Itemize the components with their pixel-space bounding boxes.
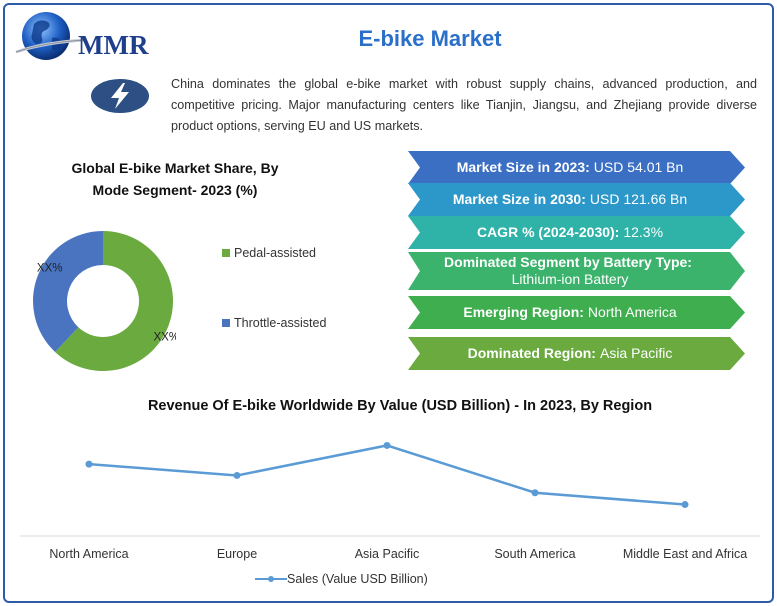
data-point-south-america xyxy=(531,489,539,497)
banner-label: CAGR % (2024-2030): xyxy=(476,224,620,240)
line-chart-title: Revenue Of E-bike Worldwide By Value (US… xyxy=(147,398,653,414)
banner-value: North America xyxy=(587,304,677,320)
donut-chart: XX% XX% xyxy=(33,231,176,371)
intro-paragraph: China dominates the global e-bike market… xyxy=(171,77,757,133)
legend-label: Pedal-assisted xyxy=(234,246,316,260)
data-point-middle-east-and-africa xyxy=(681,501,689,509)
donut-data-label: XX% xyxy=(153,332,176,344)
legend-swatch xyxy=(222,319,230,327)
data-point-north-america xyxy=(85,460,93,468)
banner-label: Emerging Region: xyxy=(463,304,584,320)
banner-market-size-2030: Market Size in 2030: USD 121.66 Bn xyxy=(408,183,745,216)
donut-data-label: XX% xyxy=(37,262,63,274)
donut-slice-pedal-assisted xyxy=(55,231,173,371)
legend-line-marker xyxy=(255,576,287,582)
x-tick-label: North America xyxy=(49,547,128,561)
banner-label: Market Size in 2030: xyxy=(452,191,586,207)
banner-label: Dominated Segment by Battery Type: xyxy=(444,254,692,270)
legend-label: Throttle-assisted xyxy=(234,316,327,330)
banner-value: 12.3% xyxy=(623,224,664,240)
data-point-europe xyxy=(233,471,241,479)
donut-title-line2: Mode Segment- 2023 (%) xyxy=(92,182,258,198)
line-chart: North America Europe Asia Pacific South Ame… xyxy=(20,441,760,561)
logo-text: MMR xyxy=(78,30,149,60)
x-tick-label: Europe xyxy=(217,547,257,561)
line-chart-legend: Sales (Value USD Billion) xyxy=(255,572,428,586)
banner-value: USD 121.66 Bn xyxy=(589,191,688,207)
lightning-bolt-icon xyxy=(90,78,150,114)
mmr-logo: MMR xyxy=(12,8,162,68)
x-tick-label: Asia Pacific xyxy=(355,547,420,561)
legend-series-label: Sales (Value USD Billion) xyxy=(287,572,428,586)
banner-label: Dominated Region: xyxy=(467,345,596,361)
donut-slice-throttle-assisted xyxy=(33,231,103,353)
series-line-sales xyxy=(88,444,686,506)
banner-cagr: CAGR % (2024-2030): 12.3% xyxy=(408,216,745,249)
legend-item-pedal-assisted: Pedal-assisted xyxy=(222,246,316,260)
banner-value: Asia Pacific xyxy=(599,345,673,361)
legend-swatch xyxy=(222,249,230,257)
banner-market-size-2023: Market Size in 2023: USD 54.01 Bn xyxy=(408,151,745,184)
data-point-asia-pacific xyxy=(383,441,391,449)
banner-emerging-region: Emerging Region: North America xyxy=(408,296,745,329)
globe-icon xyxy=(15,12,87,60)
page-title: E-bike Market xyxy=(358,26,502,51)
banner-value: Lithium-ion Battery xyxy=(511,271,629,287)
banner-label: Market Size in 2023: xyxy=(456,159,590,175)
legend-item-throttle-assisted: Throttle-assisted xyxy=(222,316,326,330)
donut-chart-title: Global E-bike Market Share, By Mode Segm… xyxy=(40,157,310,201)
banner-dominated-segment: Dominated Segment by Battery Type: Lithiu… xyxy=(408,252,745,290)
banner-value: USD 54.01 Bn xyxy=(593,159,684,175)
banner-dominated-region: Dominated Region: Asia Pacific xyxy=(408,337,745,370)
donut-title-line1: Global E-bike Market Share, By xyxy=(71,160,279,176)
x-tick-label: South America xyxy=(494,547,575,561)
x-tick-label: Middle East and Africa xyxy=(623,547,747,561)
